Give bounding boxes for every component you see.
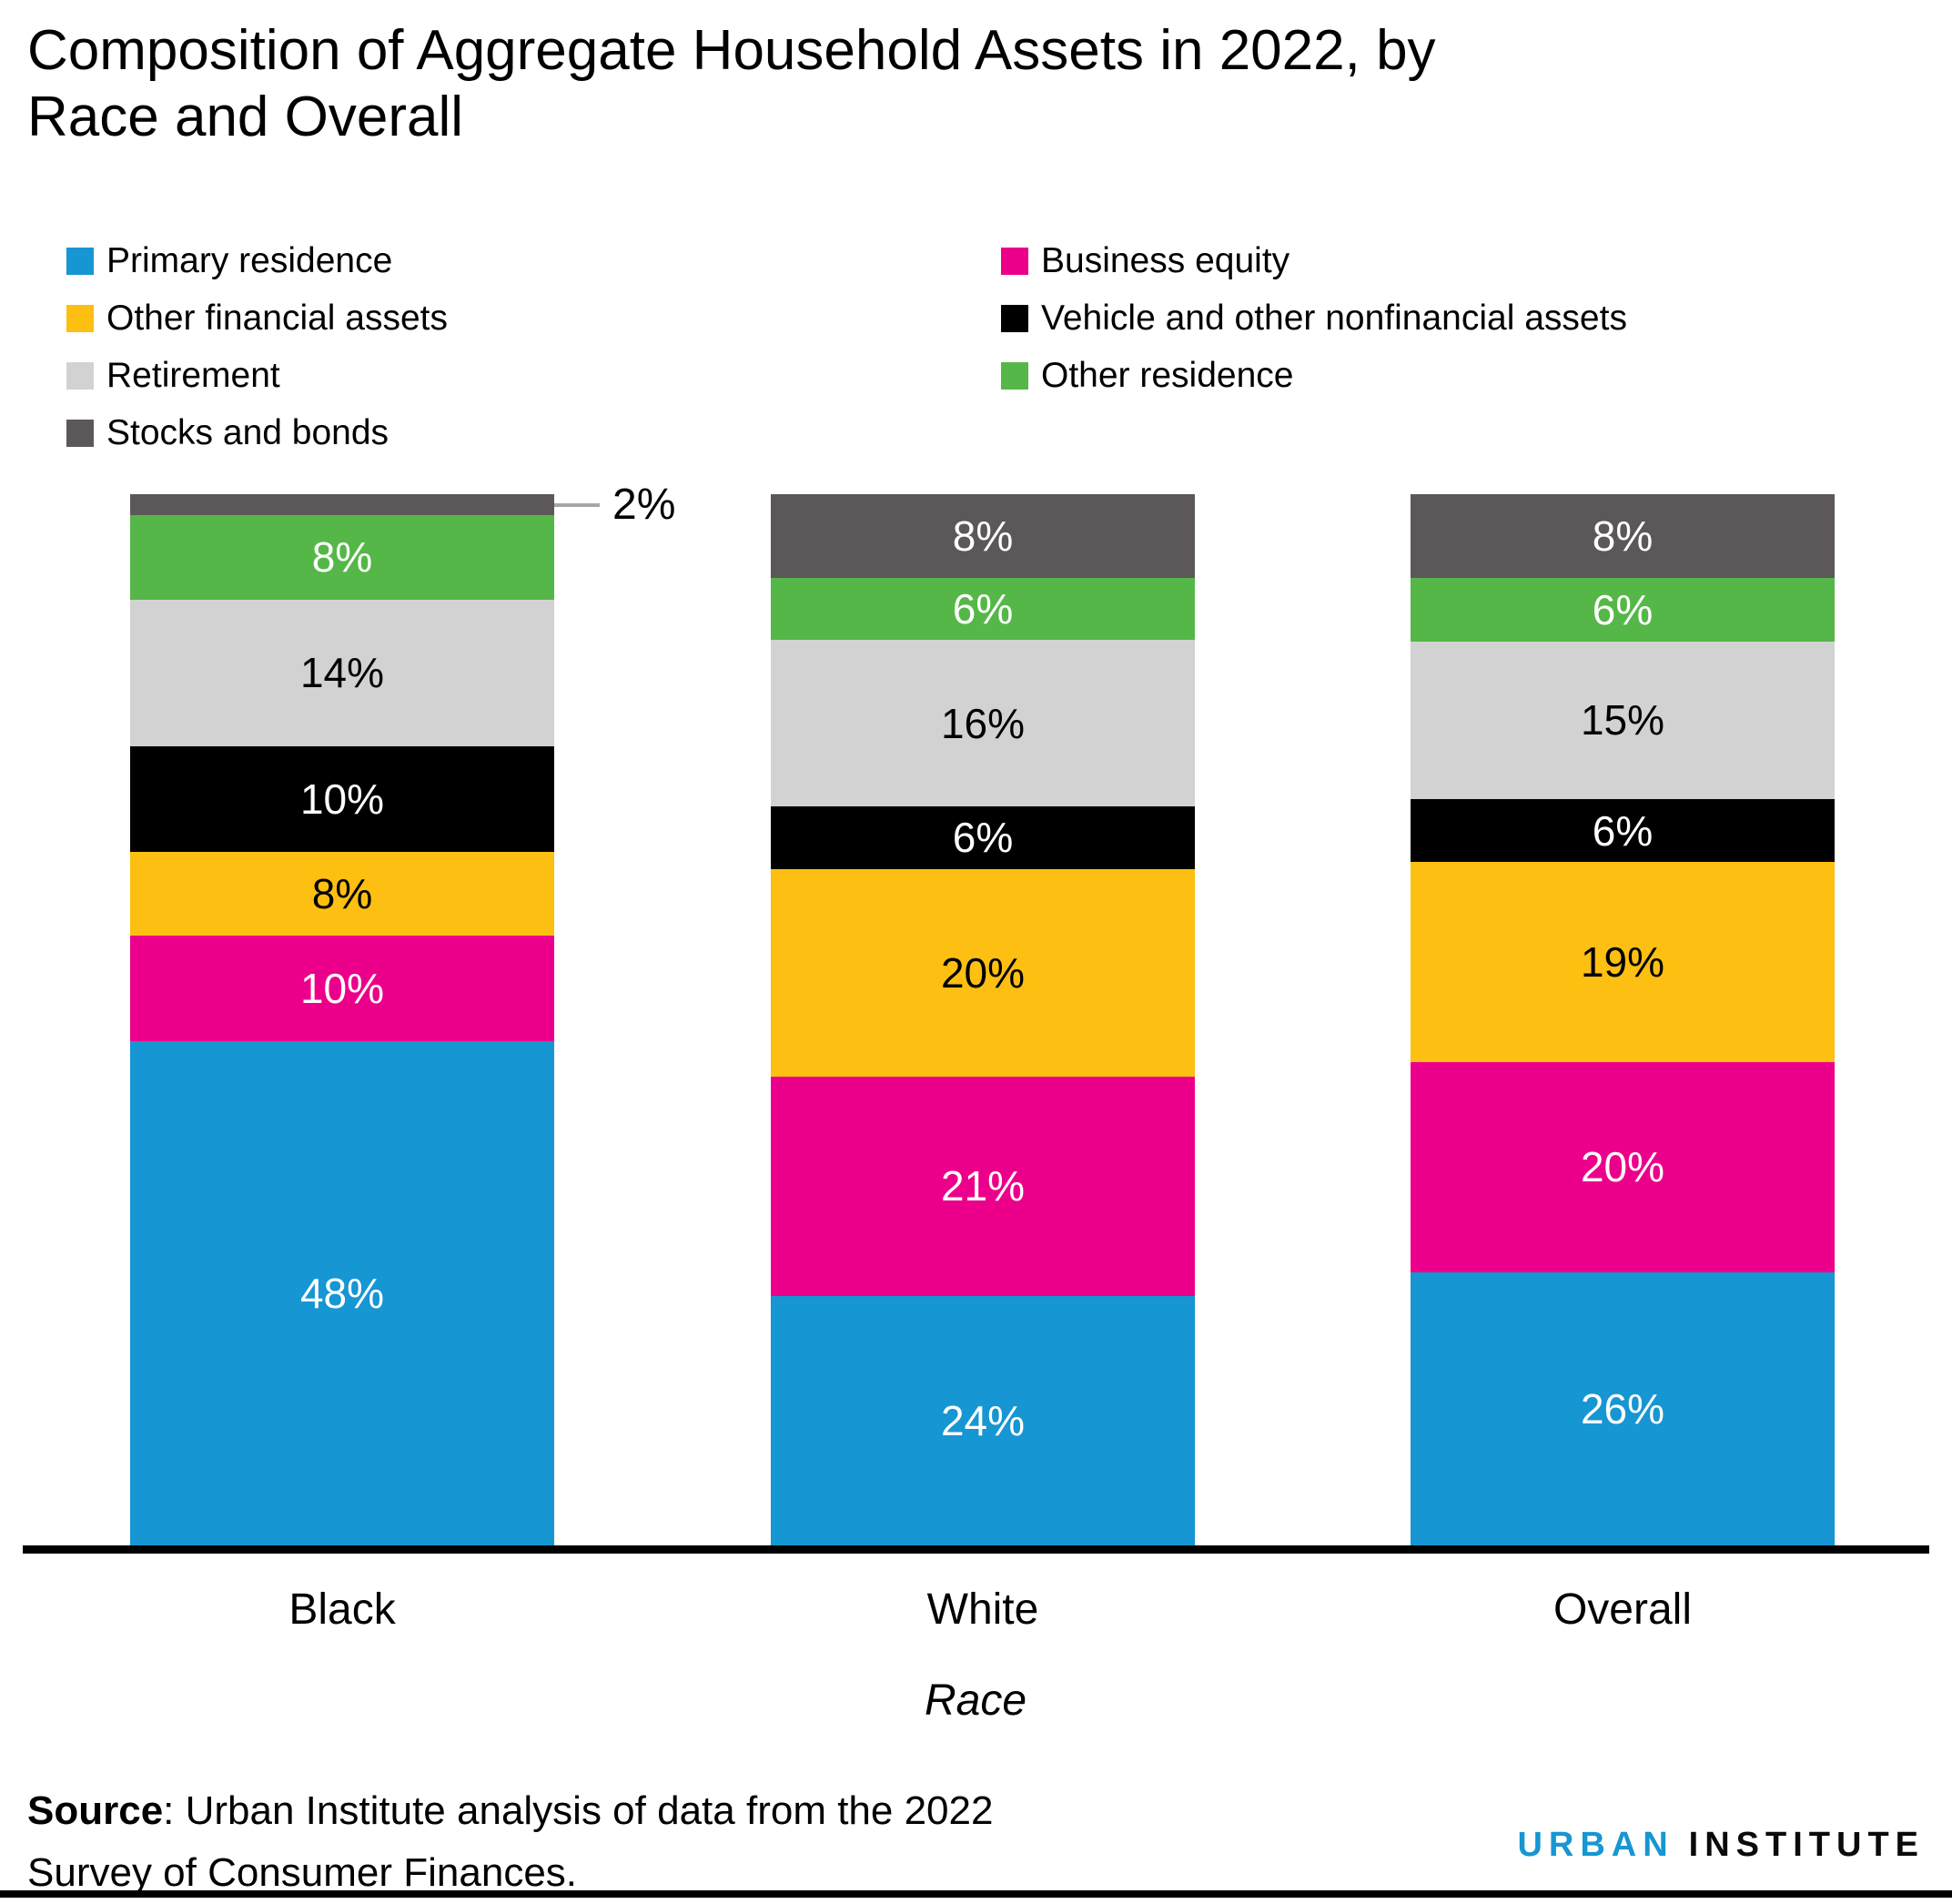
segment-overall-other-financial-assets: 19% <box>1411 862 1835 1062</box>
chart-title-line-1: Composition of Aggregate Household Asset… <box>27 19 1436 82</box>
segment-value-label: 21% <box>940 1162 1026 1210</box>
legend-item-other-residence: Other residence <box>1001 357 1905 394</box>
segment-white-other-financial-assets: 20% <box>771 868 1195 1078</box>
segment-value-label: 6% <box>952 584 1014 633</box>
category-label-black: Black <box>288 1585 396 1634</box>
legend-item-business-equity: Business equity <box>1001 242 1905 279</box>
segment-value-label: 19% <box>1580 937 1665 986</box>
legend-label: Business equity <box>1041 241 1290 280</box>
segment-white-primary-residence: 24% <box>771 1295 1195 1545</box>
segment-white-business-equity: 21% <box>771 1077 1195 1296</box>
segment-value-label: 26% <box>1580 1384 1665 1433</box>
stacked-bar-overall: 26% 20% 19% 6% 15% 6% 8% <box>1411 494 1835 1545</box>
legend-label: Other financial assets <box>106 299 449 338</box>
plot-area: 48% 10% 8% 10% 14% 8% 2% 24% 21% 20% 6% 16% 6% 8% 26% 2… <box>0 482 1952 1545</box>
segment-black-other-financial-assets: 8% <box>130 851 554 937</box>
legend-swatch-business-equity <box>1001 247 1028 275</box>
segment-black-other-residence: 8% <box>130 515 554 600</box>
segment-value-label: 8% <box>311 533 373 582</box>
segment-overall-business-equity: 20% <box>1411 1061 1835 1272</box>
legend-item-other-financial-assets: Other financial assets <box>66 299 1001 337</box>
stacked-bar-black: 48% 10% 8% 10% 14% 8% 2% <box>130 482 675 1545</box>
category-label-white: White <box>926 1585 1039 1634</box>
legend-item-primary-residence: Primary residence <box>66 242 1001 279</box>
chart-title-line-2: Race and Overall <box>27 85 464 148</box>
segment-overall-retirement: 15% <box>1411 641 1835 799</box>
x-axis-line <box>23 1545 1929 1554</box>
segment-value-label: 16% <box>940 699 1026 747</box>
segment-white-stocks-and-bonds: 8% <box>771 494 1195 578</box>
urban-institute-logo: URBAN INSTITUTE <box>1517 1828 1925 1862</box>
legend-item-retirement: Retirement <box>66 357 1001 394</box>
callout: 2% <box>554 480 676 529</box>
segment-value-label: 20% <box>1580 1143 1665 1191</box>
legend-label: Vehicle and other nonfinancial assets <box>1041 299 1627 338</box>
segment-white-retirement: 16% <box>771 640 1195 807</box>
segment-value-label: 15% <box>1580 696 1665 744</box>
segment-white-other-residence: 6% <box>771 577 1195 641</box>
segment-black-primary-residence: 48% <box>130 1040 554 1545</box>
segment-value-label: 14% <box>299 649 385 697</box>
footer-accent-bar <box>0 1890 1952 1898</box>
legend-item-stocks-and-bonds: Stocks and bonds <box>66 414 1001 451</box>
segment-black-business-equity: 10% <box>130 936 554 1041</box>
segment-overall-vehicle-and-other-nonfinancial-assets: 6% <box>1411 798 1835 863</box>
legend-swatch-other-residence <box>1001 361 1028 390</box>
legend-label: Primary residence <box>106 241 393 280</box>
segment-value-label: 20% <box>940 949 1026 998</box>
segment-white-vehicle-and-other-nonfinancial-assets: 6% <box>771 806 1195 869</box>
segment-value-label: 6% <box>1592 806 1654 855</box>
x-axis-title: Race <box>924 1676 1027 1725</box>
segment-value-label: 8% <box>952 511 1014 560</box>
source-text-line-2: Survey of Consumer Finances. <box>27 1850 578 1896</box>
legend: Primary residence Business equity Other fi… <box>66 242 1905 451</box>
segment-value-label: 6% <box>1592 586 1654 634</box>
legend-label: Other residence <box>1041 356 1294 395</box>
source-prefix: Source <box>27 1788 164 1833</box>
segment-value-label: 24% <box>940 1396 1026 1444</box>
segment-overall-other-residence: 6% <box>1411 578 1835 642</box>
chart-title: Composition of Aggregate Household Asset… <box>27 18 1920 150</box>
logo-word-urban: URBAN <box>1517 1826 1674 1864</box>
legend-label: Stocks and bonds <box>106 413 389 452</box>
segment-overall-primary-residence: 26% <box>1411 1271 1835 1545</box>
legend-swatch-primary-residence <box>66 247 94 275</box>
segment-overall-stocks-and-bonds: 8% <box>1411 494 1835 579</box>
segment-black-retirement: 14% <box>130 599 554 747</box>
category-label-overall: Overall <box>1552 1585 1693 1634</box>
segment-value-label: 10% <box>299 775 385 823</box>
legend-swatch-stocks-and-bonds <box>66 419 94 447</box>
logo-word-institute: INSTITUTE <box>1688 1826 1925 1864</box>
segment-value-label: 6% <box>952 814 1014 862</box>
segment-callout-label: 2% <box>612 480 676 529</box>
legend-swatch-retirement <box>66 361 94 390</box>
segment-value-label: 48% <box>299 1269 385 1317</box>
category-labels: Black White Overall <box>0 1588 1952 1643</box>
segment-value-label: 8% <box>1592 512 1654 561</box>
legend-swatch-other-financial-assets <box>66 304 94 332</box>
callout-line <box>554 502 600 507</box>
stacked-bar-white: 24% 21% 20% 6% 16% 6% 8% <box>771 494 1195 1545</box>
legend-item-vehicle-and-other-nonfinancial-assets: Vehicle and other nonfinancial assets <box>1001 299 1905 337</box>
source-note: Source: Urban Institute analysis of data… <box>27 1780 1165 1904</box>
legend-label: Retirement <box>106 356 280 395</box>
segment-black-vehicle-and-other-nonfinancial-assets: 10% <box>130 746 554 852</box>
legend-swatch-vehicle-and-other-nonfinancial-assets <box>1001 304 1028 332</box>
segment-black-stocks-and-bonds: 2% <box>130 482 675 526</box>
source-text-line-1: : Urban Institute analysis of data from … <box>163 1788 994 1833</box>
segment-value-label: 8% <box>311 869 373 917</box>
segment-value-label: 10% <box>299 964 385 1012</box>
